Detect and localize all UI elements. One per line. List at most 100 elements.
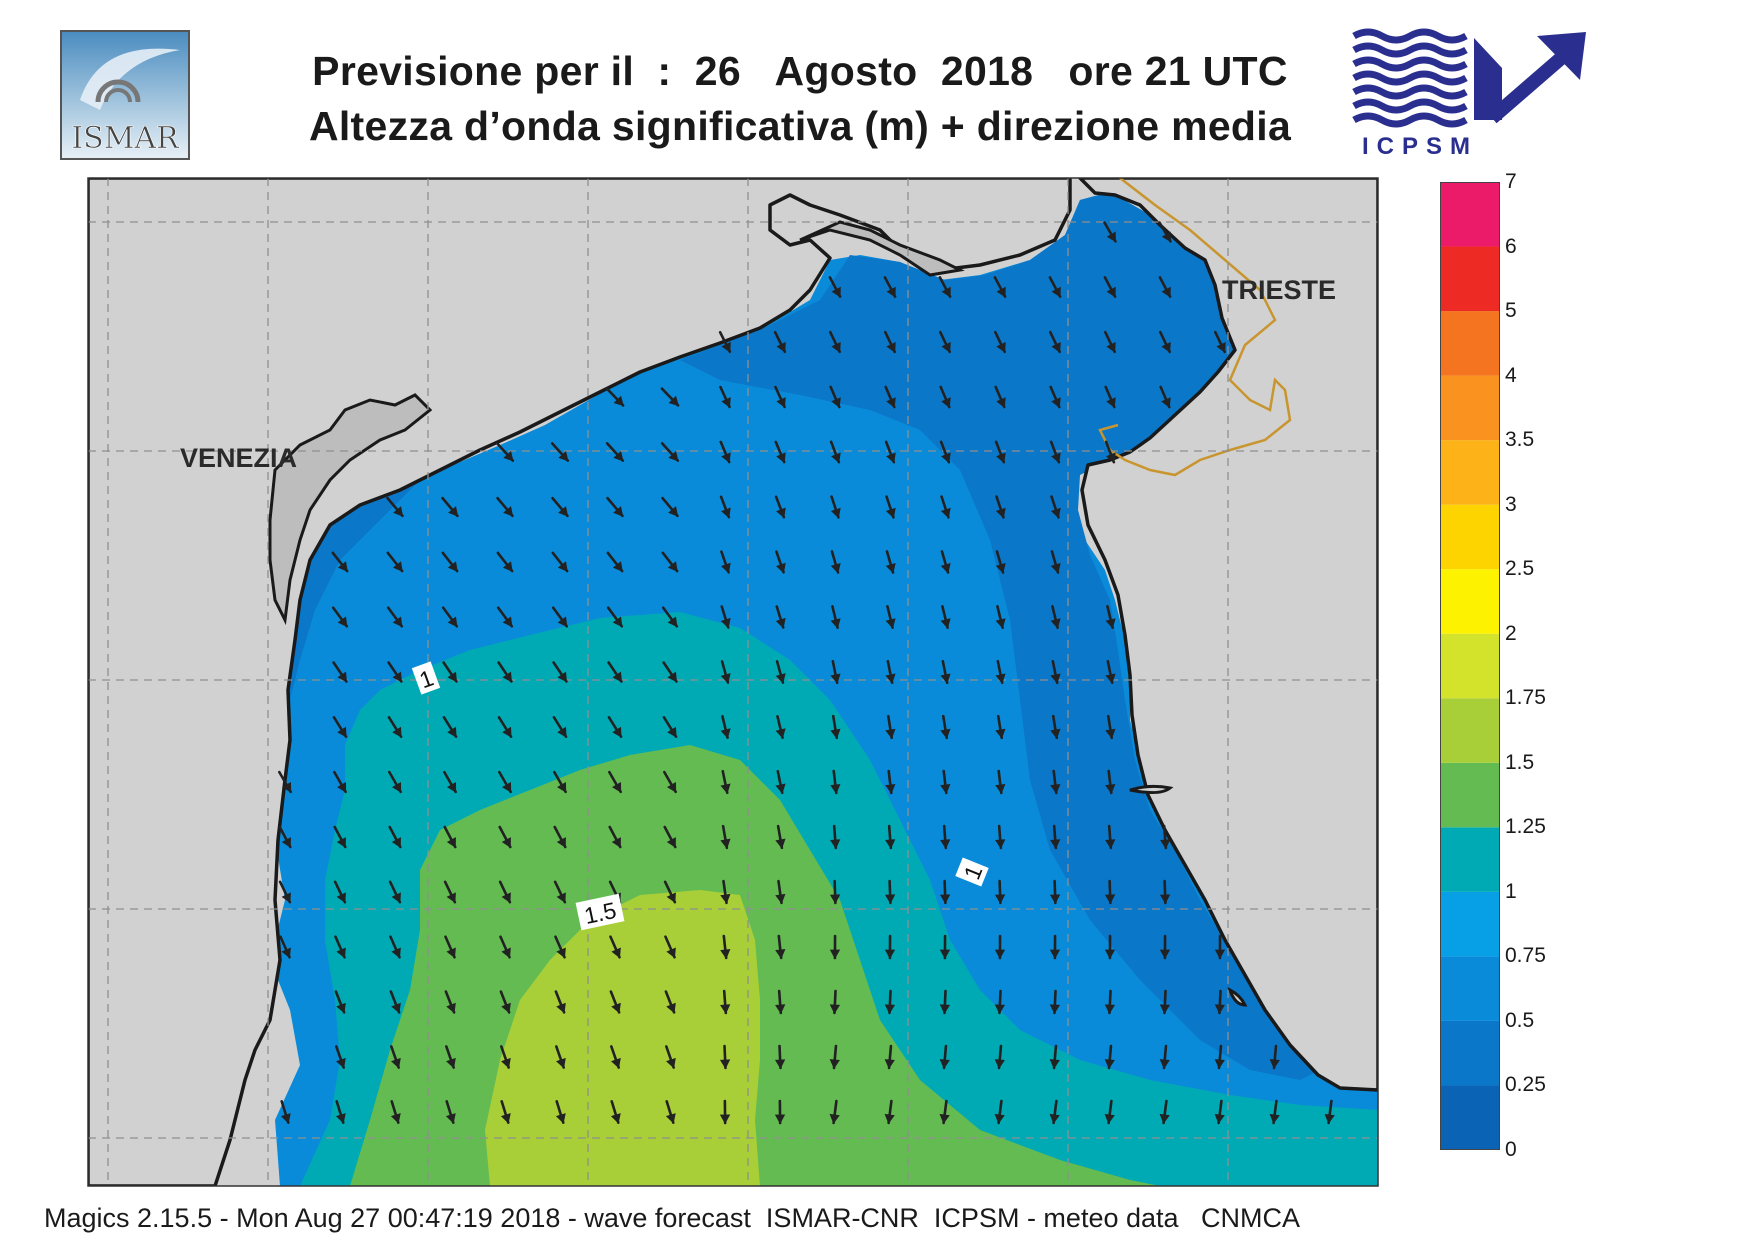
wave-direction-arrowhead xyxy=(720,783,731,794)
legend-label: 7 xyxy=(1505,170,1517,193)
wave-direction-arrowhead xyxy=(391,1002,401,1014)
wave-direction-arrowhead xyxy=(1106,231,1116,243)
wave-direction-arrowhead xyxy=(667,726,677,738)
wave-direction-arrowhead xyxy=(1105,618,1116,629)
wave-direction-arrowhead xyxy=(830,673,841,684)
wave-direction-arrowhead xyxy=(612,671,622,683)
wave-direction-arrowhead xyxy=(448,506,459,517)
wave-direction-arrowhead xyxy=(446,837,456,848)
wave-direction-arrowhead xyxy=(1106,397,1116,408)
wave-direction-arrowhead xyxy=(611,1002,621,1014)
wave-direction-arrowhead xyxy=(555,1113,566,1124)
wave-direction-arrowhead xyxy=(337,726,347,738)
wave-direction-arrowhead xyxy=(831,397,841,408)
wave-direction-arrowhead xyxy=(1051,397,1061,408)
wave-direction-arrowhead xyxy=(1214,1059,1225,1069)
wave-direction-arrowhead xyxy=(994,1113,1005,1124)
wave-direction-arrowhead xyxy=(1159,894,1171,905)
wave-direction-arrowhead xyxy=(337,561,348,572)
legend-swatch xyxy=(1440,504,1500,570)
legend-label: 0.5 xyxy=(1505,1008,1535,1032)
wave-direction-arrowhead xyxy=(940,839,951,850)
wave-direction-arrowhead xyxy=(666,837,676,848)
legend-label: 1.25 xyxy=(1505,815,1546,839)
wave-direction-arrowhead xyxy=(611,837,621,848)
title-line-1: Previsione per il : 26 Agosto 2018 ore 2… xyxy=(312,48,1288,94)
wave-direction-arrowhead xyxy=(1049,894,1061,905)
wave-direction-arrowhead xyxy=(774,1114,786,1125)
wave-direction-arrowhead xyxy=(996,397,1006,408)
icpsm-logo-text: ICPSM xyxy=(1362,133,1478,160)
wave-direction-arrowhead xyxy=(940,673,951,684)
legend-swatch xyxy=(1440,762,1500,828)
wave-direction-arrowhead xyxy=(939,894,951,905)
wave-direction-arrowhead xyxy=(668,395,679,407)
wave-direction-arrowhead xyxy=(558,450,569,462)
wave-direction-arrowhead xyxy=(336,837,346,848)
wave-direction-arrowhead xyxy=(995,673,1006,684)
wave-direction-arrowhead xyxy=(446,947,456,959)
wave-direction-arrowhead xyxy=(1049,1004,1061,1015)
wave-direction-arrowhead xyxy=(1106,286,1116,298)
wave-direction-arrowhead xyxy=(886,452,896,464)
wave-direction-arrowhead xyxy=(939,1004,951,1015)
wave-direction-arrowhead xyxy=(829,1004,841,1015)
wave-direction-arrowhead xyxy=(558,506,569,517)
wave-direction-arrowhead xyxy=(447,616,458,628)
wave-direction-arrowhead xyxy=(1049,1059,1060,1069)
wave-direction-arrowhead xyxy=(613,450,624,462)
wave-direction-arrowhead xyxy=(1051,286,1061,298)
wave-direction-arrowhead xyxy=(775,838,786,849)
wave-direction-arrowhead xyxy=(336,892,346,904)
wave-direction-arrowhead xyxy=(884,1113,895,1124)
wave-direction-arrowhead xyxy=(775,893,786,904)
wave-direction-arrowhead xyxy=(611,1057,621,1069)
wave-direction-arrowhead xyxy=(885,563,896,574)
wave-direction-arrowhead xyxy=(720,949,731,959)
wave-direction-arrowhead xyxy=(666,1057,676,1069)
wave-direction-arrowhead xyxy=(884,949,896,960)
wave-direction-arrowhead xyxy=(556,947,566,959)
wave-direction-arrowhead xyxy=(281,892,291,904)
wave-direction-arrowhead xyxy=(775,783,786,794)
wave-direction-arrowhead xyxy=(885,783,896,794)
wave-direction-arrowhead xyxy=(1050,673,1061,684)
legend-swatch xyxy=(1440,1020,1500,1086)
wave-direction-arrowhead xyxy=(939,949,951,960)
wave-direction-arrowhead xyxy=(940,618,951,629)
wave-direction-arrowhead xyxy=(1216,342,1226,353)
wave-direction-arrowhead xyxy=(775,673,786,684)
wave-direction-arrowhead xyxy=(1049,1113,1060,1124)
wave-direction-arrowhead xyxy=(885,839,896,850)
wave-direction-arrowhead xyxy=(1105,839,1116,850)
wave-direction-arrowhead xyxy=(885,728,896,739)
legend-label: 1 xyxy=(1505,879,1517,903)
wave-direction-arrowhead xyxy=(668,506,679,517)
wave-direction-arrowhead xyxy=(1161,397,1171,408)
wave-direction-arrowhead xyxy=(392,561,403,572)
wave-direction-arrowhead xyxy=(885,673,896,684)
wave-direction-arrowhead xyxy=(501,1057,511,1069)
wave-direction-arrowhead xyxy=(720,838,731,849)
wave-direction-arrowhead xyxy=(941,452,951,464)
wave-direction-arrowhead xyxy=(391,837,401,848)
wave-direction-arrowhead xyxy=(884,894,896,905)
wave-direction-arrowhead xyxy=(1106,452,1116,464)
wave-direction-arrowhead xyxy=(776,452,786,464)
wave-direction-arrowhead xyxy=(501,1002,511,1014)
wave-direction-arrowhead xyxy=(556,892,566,904)
wave-direction-arrowhead xyxy=(335,1113,346,1124)
wave-direction-arrowhead xyxy=(884,1059,895,1069)
wave-direction-arrowhead xyxy=(830,507,841,519)
legend-label: 1.5 xyxy=(1505,750,1535,774)
contour-label-1-west: 1 xyxy=(411,661,441,695)
wave-direction-arrowhead xyxy=(720,617,731,629)
wave-direction-arrowhead xyxy=(501,837,511,848)
wave-direction-arrowhead xyxy=(721,507,731,519)
wave-direction-arrowhead xyxy=(994,894,1006,905)
wave-direction-arrowhead xyxy=(392,671,402,683)
contour-label-1-east: 1 xyxy=(955,857,989,887)
wave-direction-arrowhead xyxy=(720,728,731,739)
wave-direction-arrowhead xyxy=(994,1004,1006,1015)
wave-direction-arrowhead xyxy=(996,452,1006,464)
